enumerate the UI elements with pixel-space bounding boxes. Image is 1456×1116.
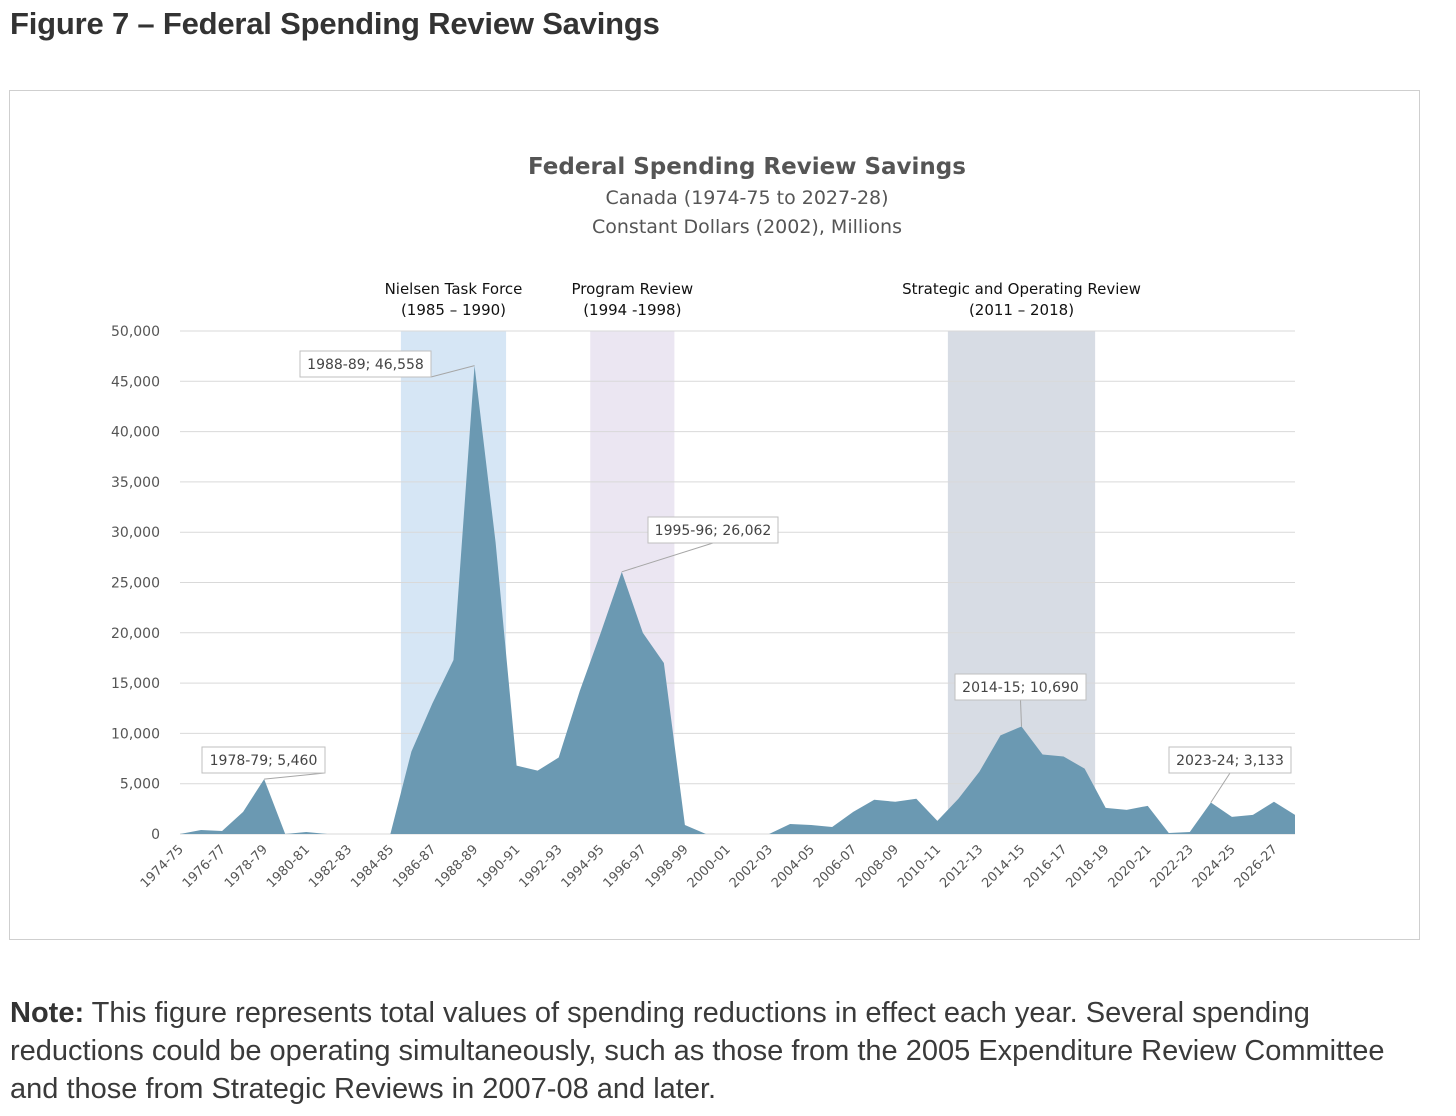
savings-area-path <box>180 365 1295 834</box>
annotation-box <box>954 673 1087 701</box>
x-tick-label: 2000-01 <box>685 842 734 891</box>
chart-title: Federal Spending Review Savings <box>528 154 966 180</box>
x-tick-label: 1978-79 <box>222 842 271 891</box>
x-tick-label: 1992-93 <box>516 842 565 891</box>
y-tick-label: 20,000 <box>111 626 160 642</box>
y-tick-label: 15,000 <box>111 676 160 692</box>
y-tick-label: 25,000 <box>111 576 160 592</box>
x-tick-label: 2006-07 <box>811 842 860 891</box>
band-label-line1: Strategic and Operating Review <box>902 280 1141 298</box>
annotation-box <box>201 746 326 774</box>
band-label-line2: (1994 -1998) <box>583 301 681 319</box>
y-tick-label: 10,000 <box>111 726 160 742</box>
x-tick-label: 1990-91 <box>474 842 523 891</box>
band-label-line2: (1985 – 1990) <box>401 301 506 319</box>
y-tick-label: 50,000 <box>111 324 160 340</box>
annotation-leader <box>1210 772 1231 803</box>
note-label: Note: <box>10 997 85 1029</box>
y-tick-label: 5,000 <box>120 777 160 793</box>
annotation-leader <box>430 365 475 378</box>
annotation-label: 2023-24; 3,133 <box>1176 753 1284 769</box>
x-tick-label: 2004-05 <box>769 842 818 891</box>
x-tick-label: 1982-83 <box>306 842 355 891</box>
y-axis-ticks: 0 5,000 10,000 15,000 20,000 25,000 30,000 35,0… <box>111 324 160 843</box>
x-tick-label: 2014-15 <box>979 842 1028 891</box>
x-tick-label: 2022-23 <box>1148 842 1197 891</box>
x-tick-label: 1984-85 <box>348 842 397 891</box>
band-label-line1: Nielsen Task Force <box>385 280 523 298</box>
figure-title: Figure 7 – Federal Spending Review Savin… <box>10 6 660 41</box>
chart-subtitle-1: Canada (1974-75 to 2027-28) <box>605 187 888 209</box>
y-tick-label: 40,000 <box>111 425 160 441</box>
annotation-label: 2014-15; 10,690 <box>962 680 1079 696</box>
x-tick-label: 2010-11 <box>895 842 944 891</box>
x-tick-label: 1986-87 <box>390 842 439 891</box>
x-axis-ticks: 1974-751976-771978-791980-811982-831984-… <box>138 842 1281 891</box>
annotation-leader <box>264 772 326 780</box>
y-tick-label: 0 <box>151 827 160 843</box>
y-tick-label: 45,000 <box>111 374 160 390</box>
x-tick-label: 2024-25 <box>1190 842 1239 891</box>
annotations: 1978-79; 5,460 1988-89; 46,558 1995-96; 26… <box>201 350 1292 803</box>
chart-frame <box>9 90 1420 940</box>
x-tick-label: 1976-77 <box>180 842 229 891</box>
annotation-box <box>299 350 432 378</box>
x-tick-label: 2008-09 <box>853 842 902 891</box>
x-tick-label: 2016-17 <box>1021 842 1070 891</box>
annotation-leader <box>621 542 714 573</box>
chart-titles: Federal Spending Review Savings Canada (… <box>528 154 966 238</box>
annotation-box <box>647 516 779 544</box>
x-tick-label: 1996-97 <box>601 842 650 891</box>
band-label-line1: Program Review <box>572 280 694 298</box>
annotation-label: 1988-89; 46,558 <box>307 357 424 373</box>
annotation-leader <box>1020 699 1023 727</box>
annotation-box <box>1168 746 1292 774</box>
x-tick-label: 1994-95 <box>559 842 608 891</box>
x-tick-label: 2020-21 <box>1106 842 1155 891</box>
x-tick-label: 1974-75 <box>138 842 187 891</box>
note-text: This figure represents total values of s… <box>10 997 1385 1105</box>
y-tick-label: 30,000 <box>111 525 160 541</box>
chart-subtitle-2: Constant Dollars (2002), Millions <box>592 216 902 238</box>
annotation-label: 1978-79; 5,460 <box>210 753 318 769</box>
x-tick-label: 2002-03 <box>727 842 776 891</box>
x-tick-label: 1998-99 <box>643 842 692 891</box>
x-tick-label: 2026-27 <box>1232 842 1281 891</box>
gridlines <box>180 330 1295 835</box>
x-tick-label: 1988-89 <box>432 842 481 891</box>
y-tick-label: 35,000 <box>111 475 160 491</box>
savings-area <box>180 365 1295 834</box>
annotation-label: 1995-96; 26,062 <box>655 523 772 539</box>
figure-note: Note: This figure represents total value… <box>10 994 1440 1108</box>
x-tick-label: 2018-19 <box>1063 842 1112 891</box>
band-label-line2: (2011 – 2018) <box>969 301 1074 319</box>
x-tick-label: 2012-13 <box>937 842 986 891</box>
x-tick-label: 1980-81 <box>264 842 313 891</box>
